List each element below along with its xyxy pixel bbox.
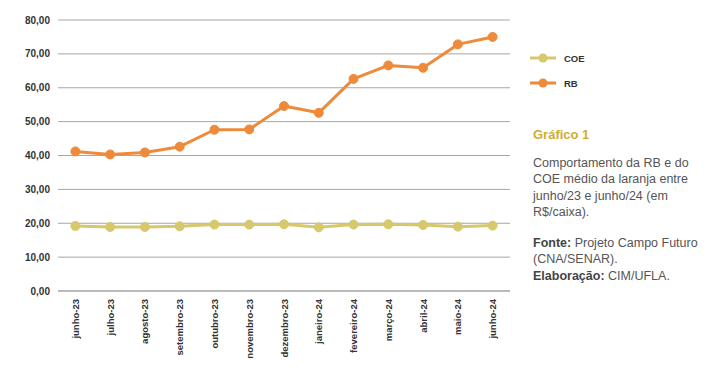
title: Gráfico 1 <box>533 127 701 144</box>
grid-line <box>58 257 510 258</box>
marker <box>140 222 149 231</box>
y-tick-label: 10,00 <box>25 252 50 263</box>
x-tick-label: setembro-23 <box>174 299 185 356</box>
side-panel: Gráfico 1 Comportamento da RB e do COE mé… <box>533 127 701 284</box>
grid-line <box>58 291 510 292</box>
legend-marker <box>539 79 548 88</box>
x-tick-label: dezembro-23 <box>279 299 290 358</box>
marker <box>106 222 115 231</box>
x-tick-label: fevereiro-24 <box>348 298 359 353</box>
marker <box>314 108 323 117</box>
subtitle: Comportamento da RB e do COE médio da la… <box>533 155 701 221</box>
grid-line <box>58 20 510 21</box>
annotation: Fonte: Projeto Campo Futuro (CNA/SENAR). <box>533 235 701 268</box>
y-tick-label: 80,00 <box>25 15 50 26</box>
marker <box>140 148 149 157</box>
data <box>71 32 497 231</box>
y-tick-label: 60,00 <box>25 82 50 93</box>
x-tick-label: abril-24 <box>418 298 429 333</box>
x-tick-label: junho-23 <box>70 299 81 340</box>
marker <box>349 220 358 229</box>
marker <box>71 221 80 230</box>
marker <box>71 147 80 156</box>
annotation: Elaboração: CIM/UFLA. <box>533 268 701 285</box>
x-tick-label: novembro-23 <box>244 299 255 359</box>
annotation-label: Fonte: <box>533 236 571 250</box>
series-line <box>75 37 492 155</box>
marker <box>245 125 254 134</box>
x-tick-label: outubro-23 <box>209 299 220 349</box>
legend-label: RB <box>564 78 578 89</box>
x-tick-label: janeiro-24 <box>313 298 324 345</box>
marker <box>175 222 184 231</box>
grid-line <box>58 155 510 156</box>
legend-marker <box>539 54 548 63</box>
grid-line <box>58 121 510 122</box>
marker <box>280 102 289 111</box>
chart: 0,00 10,00 20,00 30,00 40,00 50,00 60,00 70,00 8… <box>0 0 709 374</box>
grid <box>58 20 510 291</box>
annotation-text: CIM/UFLA. <box>608 269 670 283</box>
grid-line <box>58 87 510 88</box>
marker <box>280 220 289 229</box>
y-tick-label: 20,00 <box>25 218 50 229</box>
marker <box>384 220 393 229</box>
x-tick-label: março-24 <box>383 298 394 341</box>
y-tick-label: 40,00 <box>25 150 50 161</box>
y-tick-label: 50,00 <box>25 116 50 127</box>
marker <box>419 220 428 229</box>
x-tick-label: maio-24 <box>452 298 463 335</box>
y-tick-label: 0,00 <box>31 286 51 297</box>
legend: COE RB <box>530 53 585 89</box>
marker <box>210 220 219 229</box>
y-tick-label: 30,00 <box>25 184 50 195</box>
legend-label: COE <box>564 53 585 64</box>
annotation-label: Elaboração: <box>533 269 605 283</box>
marker <box>175 142 184 151</box>
marker <box>453 222 462 231</box>
y-tick-label: 70,00 <box>25 48 50 59</box>
marker <box>488 32 497 41</box>
marker <box>349 74 358 83</box>
grid-line <box>58 189 510 190</box>
marker <box>453 40 462 49</box>
marker <box>488 221 497 230</box>
marker <box>314 223 323 232</box>
x-tick-label: julho-23 <box>105 299 116 336</box>
marker <box>210 125 219 134</box>
x-tick-label: agosto-23 <box>139 299 150 344</box>
marker <box>106 150 115 159</box>
marker <box>419 63 428 72</box>
marker <box>384 61 393 70</box>
x-tick-label: junho-24 <box>487 298 498 339</box>
marker <box>245 220 254 229</box>
